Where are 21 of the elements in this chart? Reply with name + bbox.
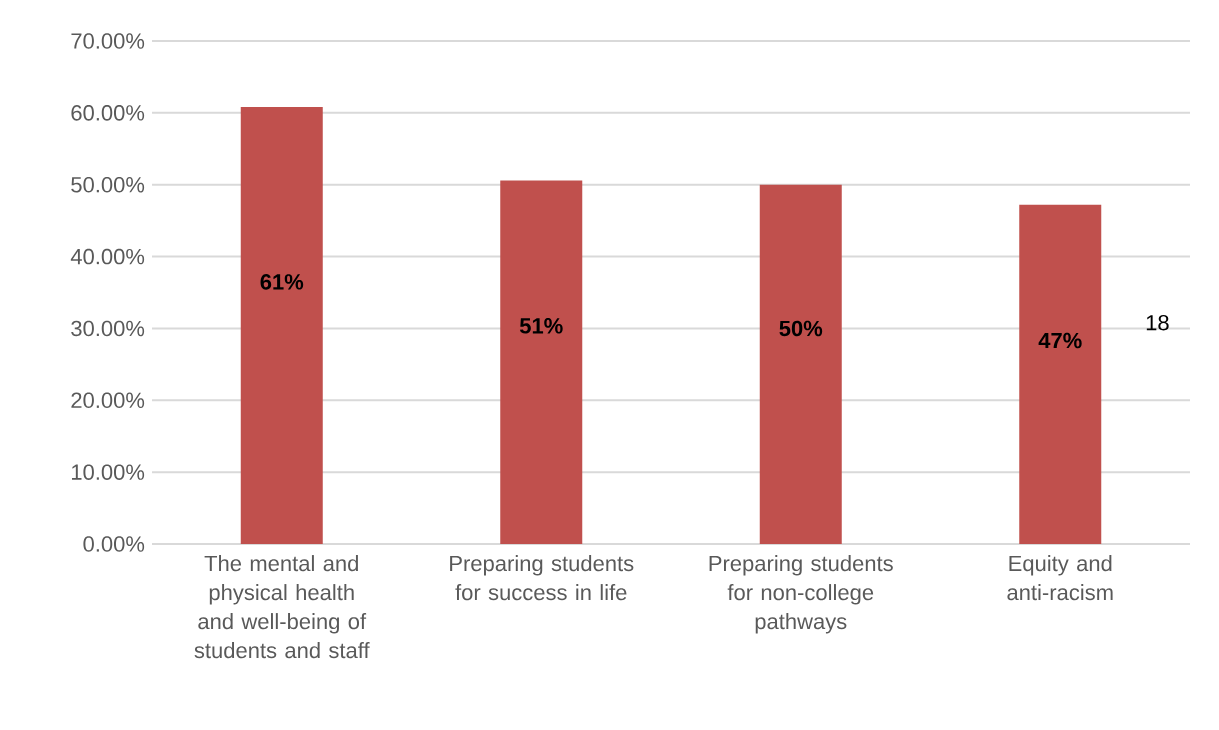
x-tick-label: The mental and physical health and well-being of students and staff	[194, 555, 370, 659]
y-tick-label: 0.00%	[83, 536, 145, 552]
bar	[759, 184, 842, 544]
y-tick-label: 50.00%	[71, 176, 145, 193]
annotation: 18	[1146, 314, 1169, 331]
data-label: 51%	[519, 318, 563, 334]
y-tick-label: 30.00%	[71, 320, 145, 337]
data-label: 61%	[260, 274, 304, 290]
y-tick-label: 40.00%	[70, 248, 145, 265]
bar	[500, 180, 583, 544]
x-tick-label: Equity and anti-racism	[1007, 555, 1113, 601]
y-tick-label: 10.00%	[71, 464, 145, 480]
y-tick-label: 20.00%	[71, 392, 145, 409]
y-tick-label: 60.00%	[71, 105, 145, 121]
data-label: 50%	[779, 320, 823, 337]
y-tick-label: 70.00%	[71, 33, 145, 49]
x-tick-label: Preparing students for success in life	[450, 555, 634, 601]
data-label: 47%	[1038, 332, 1082, 349]
x-tick-label: Preparing students for non-college pathways	[709, 555, 893, 634]
bar	[1019, 204, 1102, 544]
bar	[240, 107, 323, 544]
